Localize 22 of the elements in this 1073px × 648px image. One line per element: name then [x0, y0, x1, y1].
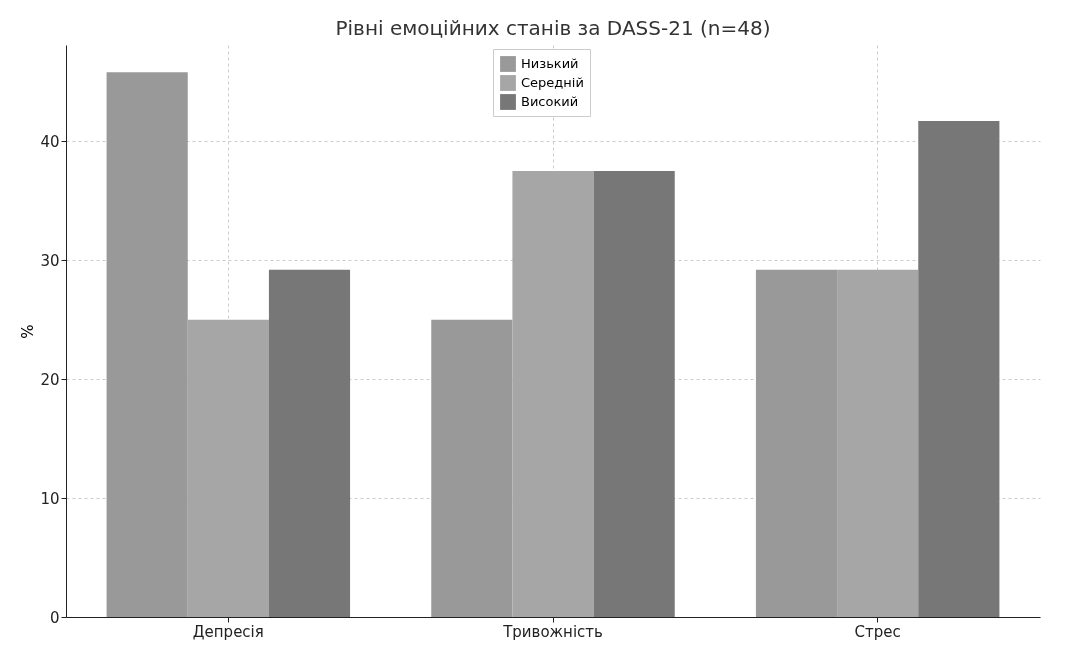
bar — [268, 269, 351, 617]
bar — [431, 319, 513, 617]
bar — [187, 319, 269, 617]
y-tick-label: 30 — [40, 251, 60, 270]
legend-label: Високий — [521, 94, 579, 109]
y-tick-label: 10 — [40, 489, 60, 508]
chart-title: Рівні емоційних станів за DASS-21 (n=48) — [335, 16, 771, 40]
bar — [593, 171, 675, 617]
x-tick-label: Тривожність — [502, 622, 603, 641]
bar — [837, 269, 919, 617]
y-axis-title: % — [19, 324, 38, 339]
y-tick-label: 20 — [40, 370, 60, 389]
bar — [106, 72, 188, 617]
bar — [755, 269, 838, 617]
y-tick-label: 40 — [40, 132, 60, 151]
bar — [918, 121, 1000, 617]
legend-label: Середній — [521, 75, 584, 90]
x-tick-label: Стрес — [854, 622, 901, 641]
legend-label: Низький — [521, 56, 579, 71]
bar — [512, 171, 594, 617]
x-tick-label: Депресія — [192, 622, 264, 641]
y-tick-label: 0 — [49, 608, 60, 627]
